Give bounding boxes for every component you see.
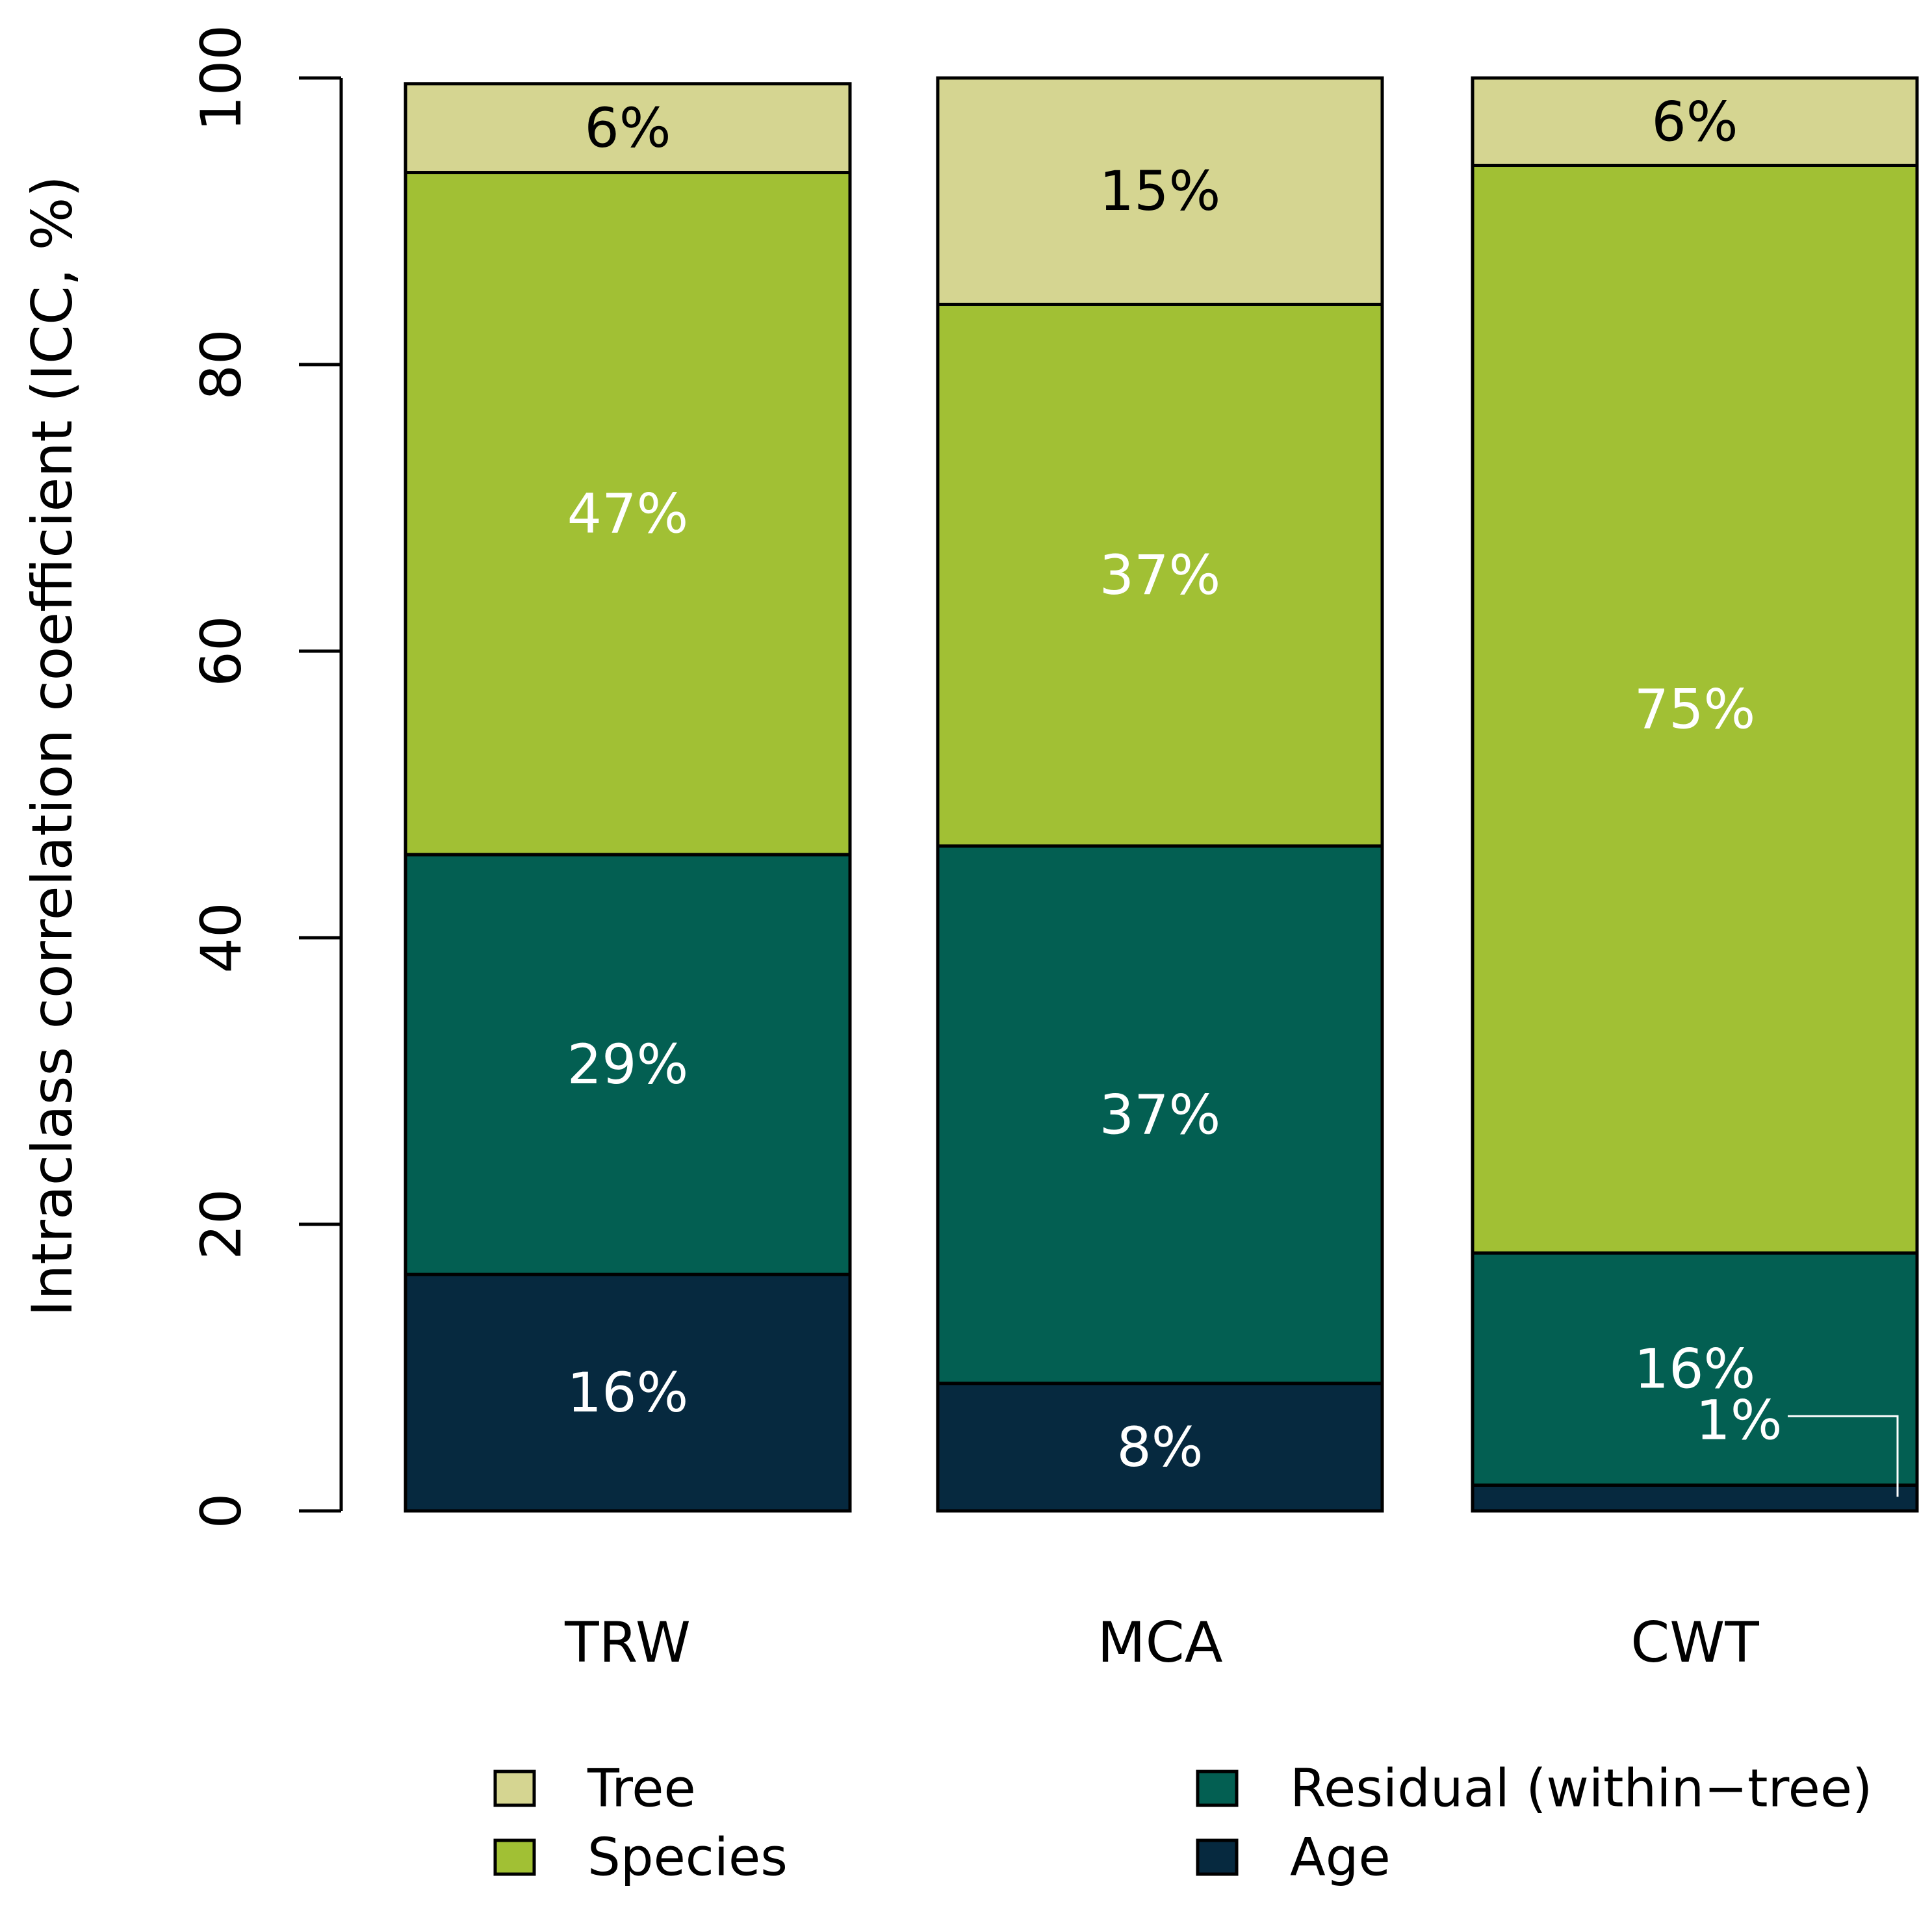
- x-tick-label-trw: TRW: [564, 1610, 691, 1675]
- y-tick-label: 20: [189, 1189, 254, 1259]
- segment-label-age-mca: 8%: [1116, 1415, 1203, 1479]
- legend-swatch-age: [1196, 1838, 1239, 1876]
- segment-labels: 16% 29% 47% 6% 8% 37% 37% 15% 16% 75% 6%: [567, 90, 1756, 1479]
- segment-label-tree-trw: 6%: [584, 96, 671, 160]
- x-tick-label-mca: MCA: [1097, 1610, 1222, 1675]
- y-tick-label: 40: [189, 902, 254, 973]
- bar-segment-species-mca: [936, 302, 1384, 848]
- legend-label-age: Age: [1290, 1827, 1391, 1888]
- segment-label-tree-mca: 15%: [1100, 159, 1221, 223]
- bar-segment-species-cwt: [1471, 164, 1919, 1255]
- legend-label-species: Species: [587, 1827, 788, 1888]
- annotation-leader-line: [1788, 1415, 1899, 1497]
- bars: [404, 76, 1919, 1513]
- segment-label-tree-cwt: 6%: [1651, 90, 1738, 153]
- bar-segment-residual-within-tree-trw: [404, 853, 852, 1276]
- legend: Tree Species Residual (within−tree) Age: [493, 1758, 1872, 1888]
- segment-label-age-trw: 16%: [567, 1361, 689, 1424]
- x-tick-label-cwt: CWT: [1630, 1610, 1759, 1675]
- bar-segment-tree-mca: [936, 76, 1384, 306]
- annotations: 1%: [1695, 1388, 1899, 1497]
- bar-segment-tree-cwt: [1471, 76, 1919, 168]
- y-tick-label: 0: [189, 1493, 254, 1529]
- x-axis-tick-labels: TRW MCA CWT: [564, 1610, 1759, 1675]
- legend-swatch-species: [493, 1838, 536, 1876]
- segment-label-species-mca: 37%: [1100, 543, 1221, 607]
- bar-segment-tree-trw: [404, 82, 852, 175]
- legend-label-tree: Tree: [587, 1758, 696, 1819]
- y-tick-label: 80: [189, 329, 254, 400]
- y-axis-title: Intraclass correlation coefficient (ICC,…: [20, 175, 85, 1317]
- bar-segment-age-cwt: [1471, 1483, 1919, 1513]
- y-tick-label: 60: [189, 615, 254, 686]
- legend-swatch-tree: [493, 1770, 536, 1807]
- segment-label-residual-within-tree-mca: 37%: [1100, 1083, 1221, 1146]
- bar-segment-residual-within-tree-cwt: [1471, 1251, 1919, 1487]
- bar-segment-species-trw: [404, 171, 852, 857]
- legend-swatch-residual-within-tree: [1196, 1770, 1239, 1807]
- bar-segment-age-mca: [936, 1382, 1384, 1513]
- y-axis: 0 20 40 60 80 100: [189, 25, 343, 1529]
- segment-label-species-trw: 47%: [567, 482, 689, 545]
- segment-label-species-cwt: 75%: [1634, 677, 1756, 741]
- bar-segment-age-trw: [404, 1272, 852, 1513]
- y-tick-label: 100: [189, 25, 254, 131]
- segment-label-residual-within-tree-trw: 29%: [567, 1033, 689, 1096]
- bar-segment-residual-within-tree-mca: [936, 844, 1384, 1385]
- annotation-label: 1%: [1695, 1388, 1782, 1452]
- legend-label-residual-within-tree: Residual (within−tree): [1290, 1758, 1872, 1819]
- segment-label-residual-within-tree-cwt: 16%: [1634, 1337, 1756, 1401]
